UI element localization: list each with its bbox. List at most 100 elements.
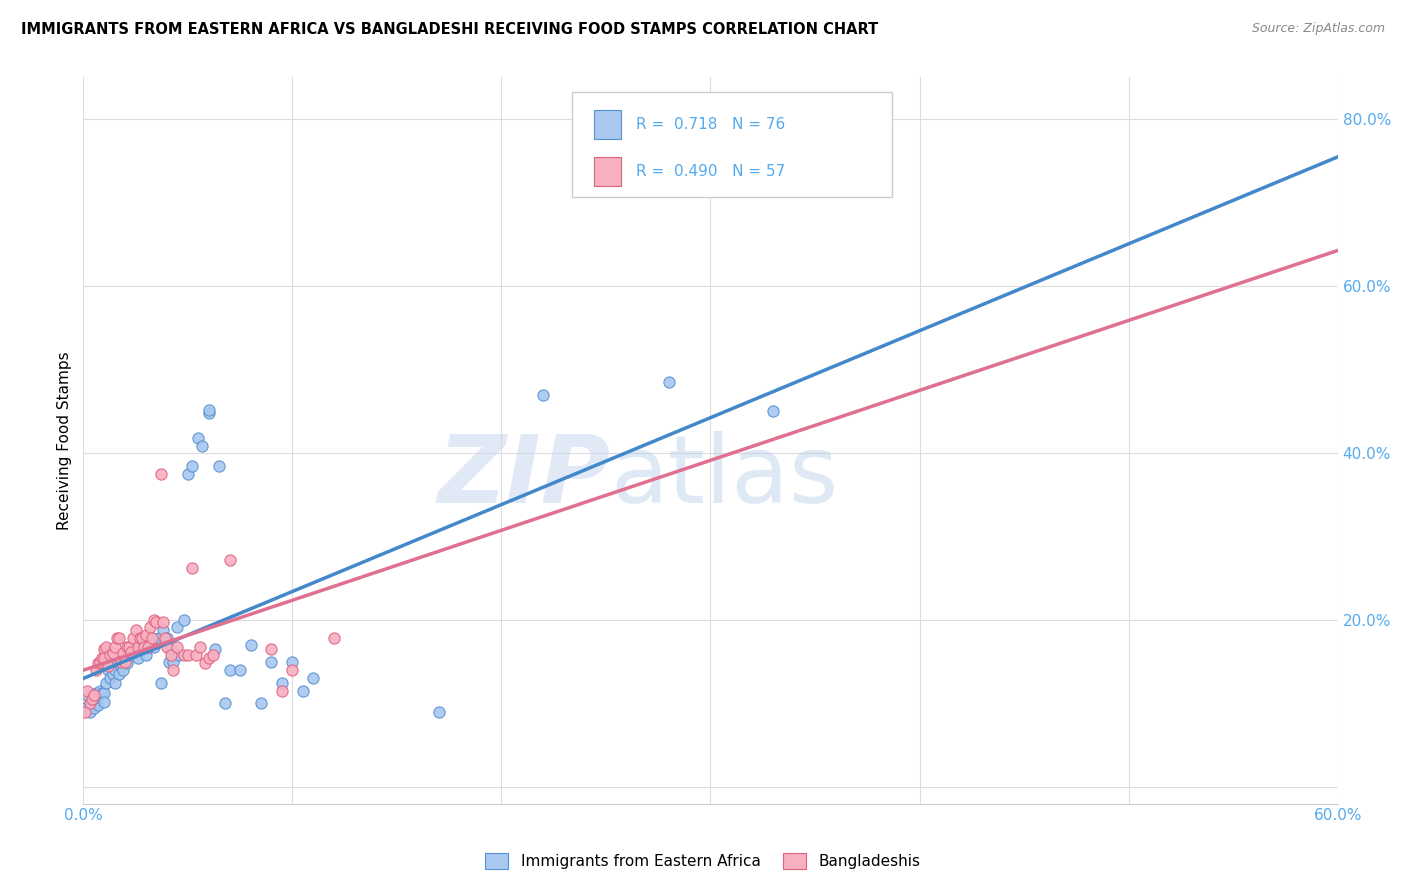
Point (169, 648, 191, 662)
Point (187, 431, 209, 445)
Point (110, 655, 132, 669)
Point (218, 553, 240, 567)
Point (302, 672, 325, 686)
Bar (593, 157, 621, 186)
Point (157, 655, 180, 669)
Point (173, 613, 195, 627)
Point (132, 640, 155, 654)
Point (208, 458, 231, 473)
Point (162, 663, 184, 677)
Point (100, 648, 122, 662)
Text: IMMIGRANTS FROM EASTERN AFRICA VS BANGLADESHI RECEIVING FOOD STAMPS CORRELATION : IMMIGRANTS FROM EASTERN AFRICA VS BANGLA… (21, 22, 879, 37)
Text: R =  0.718   N = 76: R = 0.718 N = 76 (637, 117, 786, 132)
Point (166, 640, 188, 654)
Point (89, 655, 111, 669)
Point (166, 620, 188, 634)
Point (132, 642, 155, 657)
Point (229, 663, 252, 677)
Point (118, 640, 141, 654)
Point (143, 640, 166, 654)
Point (131, 638, 153, 652)
Point (114, 650, 136, 665)
Point (181, 458, 204, 473)
Point (91, 686, 114, 700)
FancyBboxPatch shape (572, 92, 893, 197)
Point (131, 632, 153, 646)
Point (93, 686, 115, 700)
Point (114, 655, 136, 669)
Text: ZIP: ZIP (437, 431, 610, 523)
Point (173, 648, 195, 662)
Point (281, 663, 304, 677)
Point (141, 632, 163, 646)
Point (104, 663, 127, 677)
Point (122, 632, 145, 646)
Point (79, 697, 101, 711)
Point (101, 667, 124, 681)
Point (139, 620, 162, 634)
Point (76, 688, 98, 702)
Point (214, 697, 236, 711)
Point (136, 640, 159, 654)
Point (156, 640, 179, 654)
Point (153, 633, 176, 648)
Point (127, 650, 149, 665)
Point (141, 632, 163, 646)
Point (204, 642, 226, 657)
Point (104, 640, 127, 654)
Point (104, 675, 127, 690)
Point (93, 695, 115, 709)
Point (100, 657, 122, 671)
Point (127, 640, 149, 654)
Point (89, 684, 111, 698)
Point (124, 642, 146, 657)
Point (87, 657, 110, 671)
Point (1368, 204, 1391, 219)
Point (124, 623, 146, 637)
Point (105, 632, 128, 646)
Point (84, 686, 107, 700)
Point (153, 632, 176, 646)
Point (281, 655, 304, 669)
Point (105, 655, 128, 669)
Point (96, 675, 118, 690)
Point (260, 642, 283, 657)
Point (111, 663, 134, 677)
Point (143, 613, 166, 627)
Point (177, 648, 200, 662)
Point (91, 650, 114, 665)
Point (75, 700, 97, 714)
Y-axis label: Receiving Food Stamps: Receiving Food Stamps (58, 351, 72, 530)
Point (108, 632, 131, 646)
Point (96, 640, 118, 654)
Point (193, 657, 215, 671)
Point (152, 623, 174, 637)
Point (80, 688, 103, 702)
Point (111, 646, 134, 660)
Point (122, 646, 145, 660)
Point (197, 650, 219, 665)
Point (75, 705, 97, 719)
Point (79, 705, 101, 719)
Point (291, 684, 314, 698)
Point (115, 640, 138, 654)
Point (218, 663, 240, 677)
Point (100, 672, 122, 686)
Point (260, 655, 283, 669)
Point (115, 657, 138, 671)
Point (145, 615, 167, 629)
Point (191, 439, 214, 453)
Point (93, 650, 115, 665)
Point (177, 467, 200, 481)
Point (201, 648, 224, 662)
Point (186, 648, 208, 662)
Point (87, 698, 110, 712)
Point (135, 628, 157, 642)
Legend: Immigrants from Eastern Africa, Bangladeshis: Immigrants from Eastern Africa, Banglade… (479, 847, 927, 875)
Point (531, 387, 554, 401)
Point (118, 646, 141, 660)
Point (84, 697, 107, 711)
Point (108, 667, 131, 681)
Point (120, 645, 142, 659)
Text: R =  0.490   N = 57: R = 0.490 N = 57 (637, 164, 786, 179)
